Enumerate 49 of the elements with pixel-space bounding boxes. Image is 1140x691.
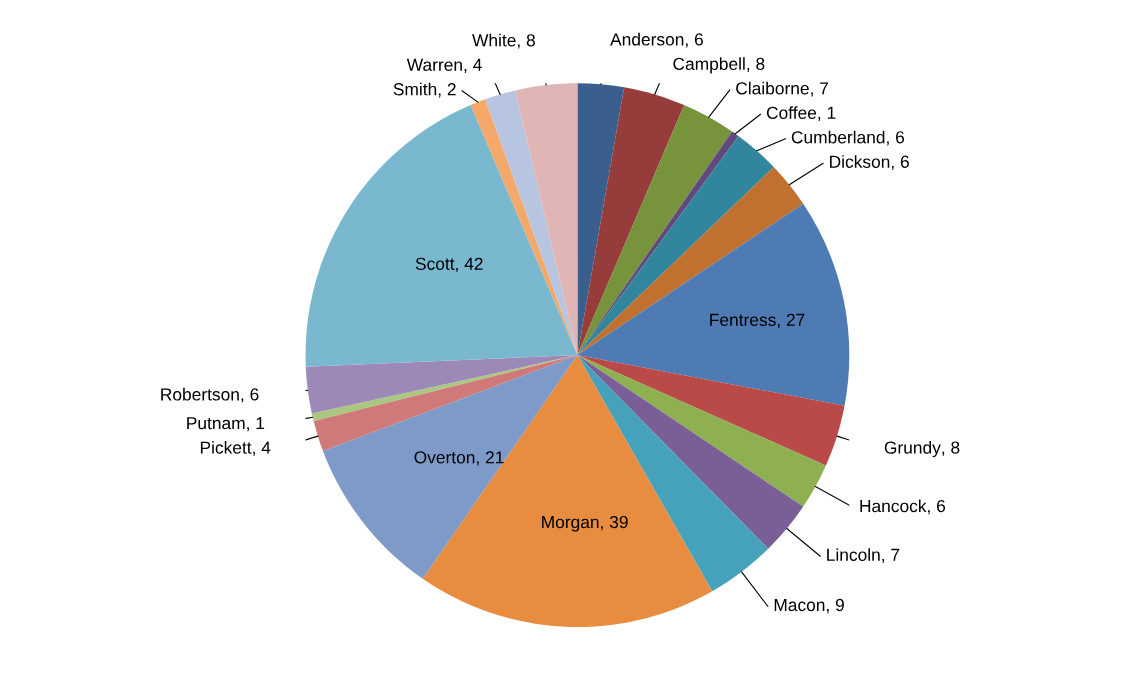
pie-slice [577,355,845,466]
pie-slice [577,355,826,507]
data-label: , 6 [887,131,905,146]
slice-label: Lincoln [827,548,880,561]
data-label: , 1 [818,106,836,122]
data-label: , 6 [891,155,909,170]
data-label: , 6 [928,499,946,515]
slice-label: Morgan [542,516,599,532]
slice-label: Macon [774,599,825,612]
data-label: , 8 [942,441,960,456]
data-label: , 42 [456,257,483,272]
data-label: , 6 [685,33,703,48]
pie-slice [577,83,625,356]
data-label: , 7 [882,548,900,563]
data-label: , 8 [747,57,765,73]
slice-label: Campbell [673,57,745,74]
pie-slice [577,203,850,406]
pie-slice [577,167,804,356]
slice-label: Hancock [860,499,927,513]
pie-slice [577,136,774,356]
slice-label: Warren [406,58,462,71]
data-label: , 4 [253,441,271,456]
data-label: , 27 [777,313,805,329]
data-label: , 4 [464,58,482,73]
pie-slice [305,105,578,367]
data-label: , 8 [517,34,535,49]
data-label: , 9 [827,598,844,614]
pie-slice [577,87,685,356]
data-label: , 39 [601,515,628,531]
slice-label: Cumberland [791,130,885,144]
slice-label: Robertson [161,387,239,401]
slice-label: Smith [393,82,437,96]
slice-label: Scott [415,257,455,270]
slice-label: Coffee [766,106,817,119]
pie-slice [485,90,578,356]
data-label: , 1 [247,417,265,432]
slice-label: Pickett [200,441,252,454]
slice-label: Grundy [884,441,941,458]
data-label: , 2 [438,83,456,98]
slice-label: White [472,33,516,47]
slice-label: Fentress [710,313,776,326]
slice-label: Putnam [187,417,245,430]
slice-label: Anderson [610,32,684,46]
data-label: , 6 [241,388,259,403]
slice-label: Overton [414,451,475,464]
data-label: , 21 [476,451,504,466]
slice-label: Claiborne [736,81,809,95]
slice-label: Dickson [830,155,890,168]
data-label: , 7 [811,82,828,97]
